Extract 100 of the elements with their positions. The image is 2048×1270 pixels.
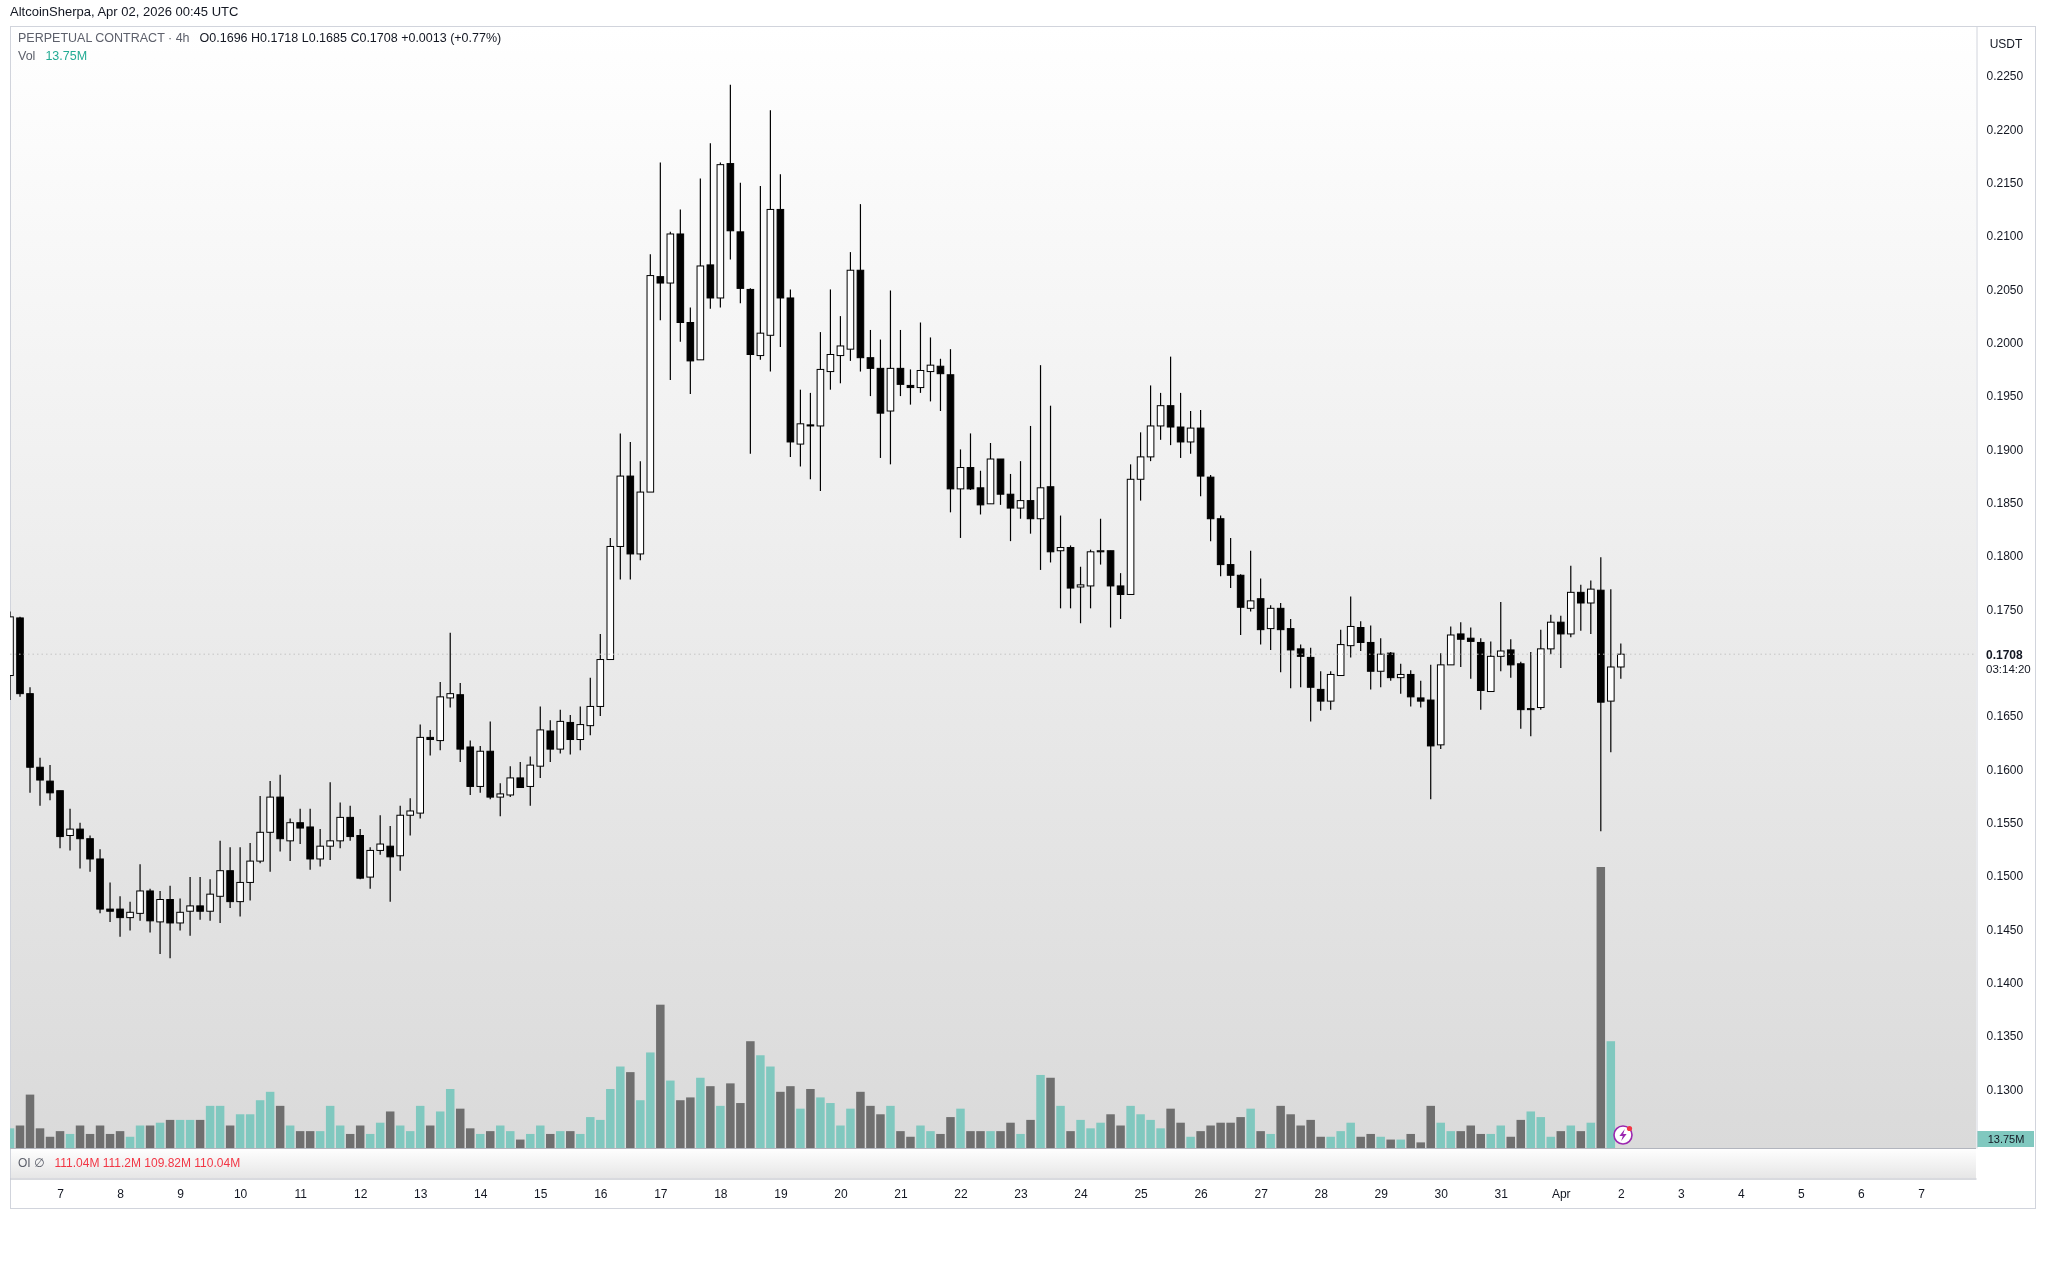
bar: [395, 1125, 405, 1148]
candlestick: [1406, 669, 1415, 708]
candlestick: [866, 329, 875, 397]
bar: [215, 1105, 225, 1148]
candlestick: [976, 470, 985, 516]
candlestick: [406, 797, 415, 837]
x-tick-label: 15: [534, 1187, 548, 1202]
bar: [566, 1131, 575, 1148]
x-tick-label: 12: [354, 1187, 368, 1202]
bar: [1046, 1077, 1055, 1148]
bar: [886, 1105, 895, 1148]
candlestick: [506, 765, 515, 798]
candlestick: [136, 863, 144, 922]
candlestick: [1286, 618, 1295, 689]
candlestick: [806, 392, 815, 480]
candlestick: [1246, 550, 1255, 613]
x-tick-label: 20: [834, 1187, 848, 1202]
x-tick-label: 4: [1738, 1187, 1746, 1202]
candlestick: [1166, 356, 1175, 446]
candlestick: [1376, 637, 1385, 688]
bar: [115, 1131, 125, 1148]
candlestick: [326, 781, 334, 861]
candlestick: [546, 719, 555, 763]
x-tick-label: 23: [1014, 1187, 1029, 1202]
bar: [255, 1100, 265, 1148]
bar: [345, 1133, 355, 1148]
candlestick: [186, 876, 194, 937]
bar: [365, 1133, 375, 1148]
bar: [355, 1125, 365, 1148]
bar: [1486, 1133, 1495, 1148]
bar: [315, 1131, 325, 1148]
candlestick: [296, 808, 304, 845]
candlestick: [36, 757, 44, 807]
bar: [1556, 1131, 1566, 1148]
candlestick: [126, 901, 134, 932]
y-axis-title: USDT: [1989, 37, 2023, 51]
x-tick-label: 19: [774, 1187, 788, 1202]
candlestick: [196, 876, 204, 921]
bar: [375, 1122, 385, 1148]
bar: [1016, 1133, 1025, 1148]
candlestick: [1016, 460, 1025, 520]
bar: [305, 1131, 315, 1148]
bar: [245, 1114, 255, 1148]
bar: [656, 1004, 665, 1148]
bar: [445, 1088, 455, 1148]
candlestick: [1346, 596, 1355, 658]
bar: [235, 1114, 245, 1148]
bar: [435, 1111, 445, 1148]
bar: [175, 1119, 185, 1148]
y-tick-label: 0.1750: [1986, 602, 2024, 617]
bar: [1396, 1139, 1405, 1148]
candlestick: [1526, 651, 1535, 737]
y-tick-label: 0.1500: [1986, 869, 2024, 884]
candlestick: [176, 897, 184, 932]
bar: [1546, 1136, 1556, 1148]
candlestick: [446, 632, 455, 709]
y-tick-label: 0.2050: [1986, 282, 2024, 297]
bar: [1036, 1074, 1045, 1148]
bar: [465, 1128, 475, 1148]
bar: [1056, 1105, 1065, 1148]
ref-line-label: 0.1708 03:14:20: [1986, 647, 2031, 675]
candlestick: [1136, 431, 1145, 502]
bar: [325, 1105, 335, 1148]
candlestick: [496, 782, 505, 817]
x-tick-label: 13: [414, 1187, 428, 1202]
x-tick-label: 14: [474, 1187, 488, 1202]
bar: [35, 1128, 45, 1148]
candlestick: [236, 846, 244, 918]
bar: [185, 1119, 195, 1148]
y-tick-label: 0.1800: [1986, 549, 2024, 564]
bar: [1386, 1139, 1395, 1148]
candlestick: [46, 764, 54, 801]
bar: [956, 1108, 965, 1148]
x-tick-label: 17: [654, 1187, 668, 1202]
y-tick-label: 0.2250: [1986, 69, 2024, 84]
candlestick: [76, 822, 84, 870]
candlestick: [576, 705, 585, 751]
candlestick: [1466, 626, 1475, 680]
candlestick: [1356, 620, 1365, 652]
bar: [125, 1136, 135, 1148]
text: OI ∅: [18, 1156, 45, 1170]
x-tick-label: 31: [1494, 1187, 1509, 1202]
candlestick: [286, 817, 294, 862]
bar: [55, 1131, 65, 1148]
bar: [546, 1133, 555, 1148]
bar: [45, 1136, 55, 1148]
y-tick-label: 0.1400: [1986, 976, 2024, 991]
bar: [155, 1122, 165, 1148]
bar: [1266, 1133, 1275, 1148]
x-tick-label: 24: [1074, 1187, 1089, 1202]
bar: [556, 1131, 565, 1148]
x-tick-label: 10: [233, 1187, 248, 1202]
candlestick: [1456, 621, 1465, 668]
candlestick: [1156, 392, 1165, 441]
candlestick: [66, 808, 74, 852]
bar: [1496, 1125, 1506, 1148]
text: 13.75M: [1987, 1133, 2025, 1145]
bar: [75, 1125, 85, 1148]
candlestick: [526, 755, 535, 807]
x-tick-label: 25: [1134, 1187, 1149, 1202]
